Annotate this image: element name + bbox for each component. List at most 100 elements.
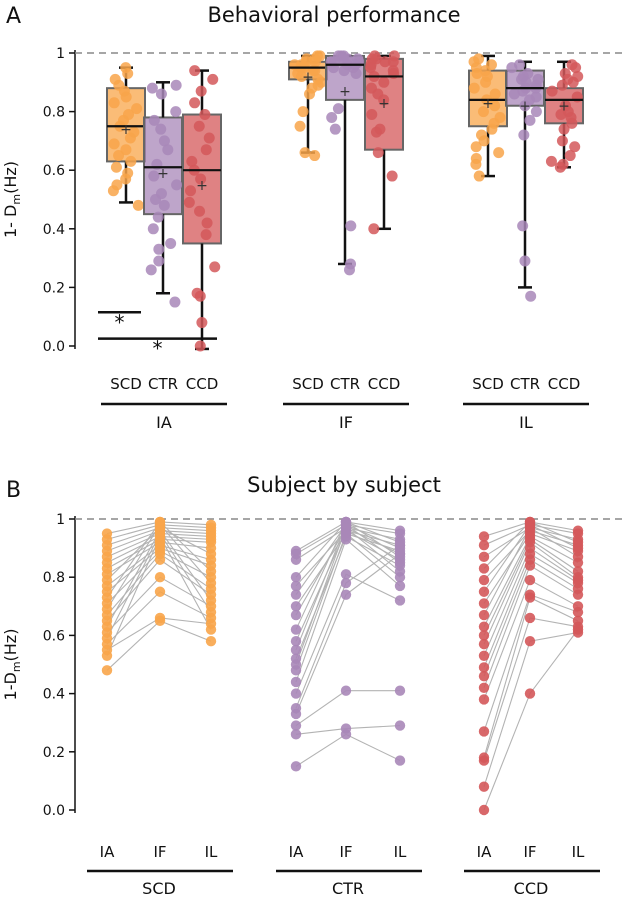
data-point <box>394 548 406 560</box>
data-point <box>169 296 181 308</box>
data-point <box>478 563 490 574</box>
data-point <box>519 255 531 267</box>
data-point <box>394 572 406 583</box>
data-point <box>394 580 406 592</box>
data-point <box>200 229 212 241</box>
data-point <box>195 85 207 97</box>
data-point <box>196 317 208 329</box>
data-point <box>478 574 490 586</box>
data-point <box>468 82 480 94</box>
data-point <box>340 729 352 740</box>
data-point <box>478 609 490 621</box>
group-label: IF <box>339 413 353 432</box>
data-point <box>209 261 221 273</box>
data-point <box>518 129 530 141</box>
data-point <box>530 106 542 118</box>
data-point <box>524 574 536 586</box>
condition-label: IA <box>289 843 304 861</box>
data-point <box>290 676 302 688</box>
y-tick-label: 1 <box>56 46 65 62</box>
data-point <box>340 569 352 580</box>
data-point <box>120 91 132 103</box>
group-SCD: IA IF IL SCD <box>87 516 233 897</box>
data-point <box>508 88 520 100</box>
y-tick-label: 0.0 <box>43 339 65 355</box>
data-point <box>478 551 490 563</box>
data-point <box>524 636 536 647</box>
data-point <box>108 138 120 150</box>
data-point <box>338 65 350 77</box>
data-point <box>370 126 382 138</box>
y-tick-label: 0.0 <box>43 803 65 819</box>
box-IL-SCD: + <box>468 53 508 182</box>
mean-marker: + <box>196 178 208 194</box>
data-point <box>155 123 167 135</box>
data-point <box>189 65 201 77</box>
data-point <box>290 708 302 720</box>
data-point <box>165 237 177 249</box>
subject-line <box>295 532 401 671</box>
box-IA-SCD: + <box>106 62 146 211</box>
data-point <box>478 650 490 661</box>
data-point <box>345 220 357 232</box>
data-point <box>194 205 206 217</box>
group-label: CCD <box>514 879 549 897</box>
condition-label: CTR <box>148 375 178 393</box>
data-point <box>131 103 143 115</box>
data-point <box>478 726 490 737</box>
y-tick-label: 0.8 <box>43 570 65 586</box>
data-point <box>519 100 531 112</box>
data-point <box>146 82 158 94</box>
data-point <box>471 68 483 80</box>
data-point <box>304 88 316 100</box>
data-point <box>478 638 490 650</box>
data-point <box>394 720 406 731</box>
data-point <box>366 53 378 65</box>
data-point <box>154 572 166 583</box>
data-point <box>290 761 302 772</box>
data-point <box>290 580 302 592</box>
data-point <box>478 598 490 609</box>
data-point <box>205 636 217 647</box>
y-tick-label: 0.6 <box>43 163 65 179</box>
subject-line <box>295 733 401 767</box>
condition-label: IL <box>205 843 218 861</box>
data-point <box>122 68 134 80</box>
data-point <box>558 123 570 135</box>
box-IL-CTR: + <box>505 59 545 302</box>
data-point <box>207 73 219 85</box>
data-point <box>341 53 353 65</box>
data-point <box>343 264 355 276</box>
data-point <box>525 290 537 302</box>
data-point <box>340 577 352 589</box>
data-point <box>480 76 492 88</box>
data-point <box>478 804 490 816</box>
condition-label: CTR <box>510 375 540 393</box>
data-point <box>379 56 391 68</box>
data-point <box>299 147 311 159</box>
data-point <box>524 592 536 603</box>
data-point <box>203 132 215 144</box>
data-point <box>378 94 390 106</box>
data-point <box>394 685 406 696</box>
data-point <box>489 100 501 112</box>
data-point <box>350 68 362 80</box>
subject-line <box>295 690 400 727</box>
data-point <box>478 135 490 147</box>
data-point <box>394 755 406 766</box>
group-label: CTR <box>332 879 364 897</box>
condition-label: CTR <box>330 375 360 393</box>
data-point <box>394 539 406 551</box>
chart-title: Subject by subject <box>247 473 441 497</box>
data-point <box>546 85 558 97</box>
data-point <box>309 53 321 65</box>
data-point <box>194 290 206 302</box>
condition-label: SCD <box>472 375 504 393</box>
condition-label: IL <box>572 843 585 861</box>
condition-label: IL <box>394 843 407 861</box>
group-label: SCD <box>142 879 176 897</box>
data-point <box>567 76 579 88</box>
data-point <box>478 694 490 705</box>
data-point <box>340 534 352 545</box>
data-point <box>290 609 302 621</box>
